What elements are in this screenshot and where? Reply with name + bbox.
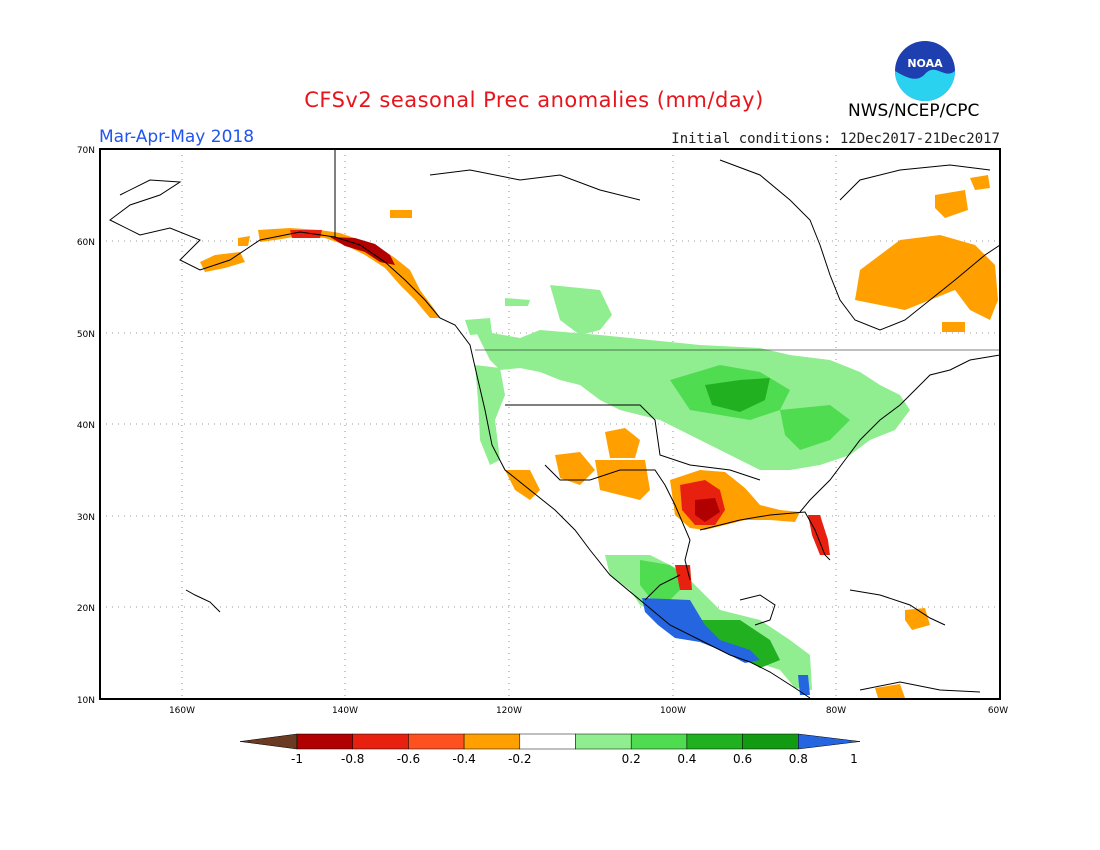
lon-label: 140W [332,706,358,716]
lat-label: 60N [77,238,95,248]
map-border [99,148,1001,700]
colorbar: -1 -0.8 -0.6 -0.4 -0.2 0.2 0.4 0.6 0.8 1 [239,733,861,766]
longitude-labels: 160W 140W 120W 100W 80W 60W [169,706,1008,716]
initial-conditions-label: Initial conditions: 12Dec2017-21Dec2017 [671,131,1000,147]
colorbar-label: -1 [291,752,303,766]
colorbar-label: 0.6 [733,752,752,766]
season-label: Mar-Apr-May 2018 [99,127,255,147]
colorbar-label: 0.2 [622,752,641,766]
colorbar-swatch [630,733,688,750]
colorbar-arrow-low [239,733,298,750]
lon-label: 60W [988,706,1008,716]
colorbar-swatch [296,733,353,750]
colorbar-label: -0.4 [452,752,475,766]
colorbar-swatch [519,733,576,750]
colorbar-swatch [463,733,521,750]
colorbar-swatch [575,733,632,750]
colorbar-arrow-high [798,733,861,750]
colorbar-swatch [352,733,409,750]
colorbar-swatch [686,733,743,750]
coastlines [109,150,1000,699]
agency-label: NWS/NCEP/CPC [848,101,980,121]
dry-anomaly-regions [200,175,998,698]
colorbar-label: -0.6 [397,752,420,766]
lat-label: 10N [77,696,95,706]
lat-label: 50N [77,330,95,340]
colorbar-label: 1 [850,752,858,766]
colorbar-label: 0.4 [677,752,696,766]
graticule [100,149,1000,699]
lon-label: 160W [169,706,195,716]
lat-label: 30N [77,513,95,523]
colorbar-label: -0.2 [508,752,531,766]
latitude-labels: 70N 60N 50N 40N 30N 20N 10N [77,146,95,706]
lat-label: 40N [77,421,95,431]
colorbar-swatch [742,733,799,750]
colorbar-swatch [408,733,465,750]
lat-label: 20N [77,604,95,614]
lon-label: 100W [660,706,686,716]
colorbar-label: 0.8 [789,752,808,766]
lon-label: 80W [826,706,846,716]
lon-label: 120W [496,706,522,716]
colorbar-label: -0.8 [341,752,364,766]
svg-text:NOAA: NOAA [907,57,943,70]
map-title: CFSv2 seasonal Prec anomalies (mm/day) [304,88,764,112]
noaa-logo: NOAA [895,41,955,101]
lat-label: 70N [77,146,95,156]
